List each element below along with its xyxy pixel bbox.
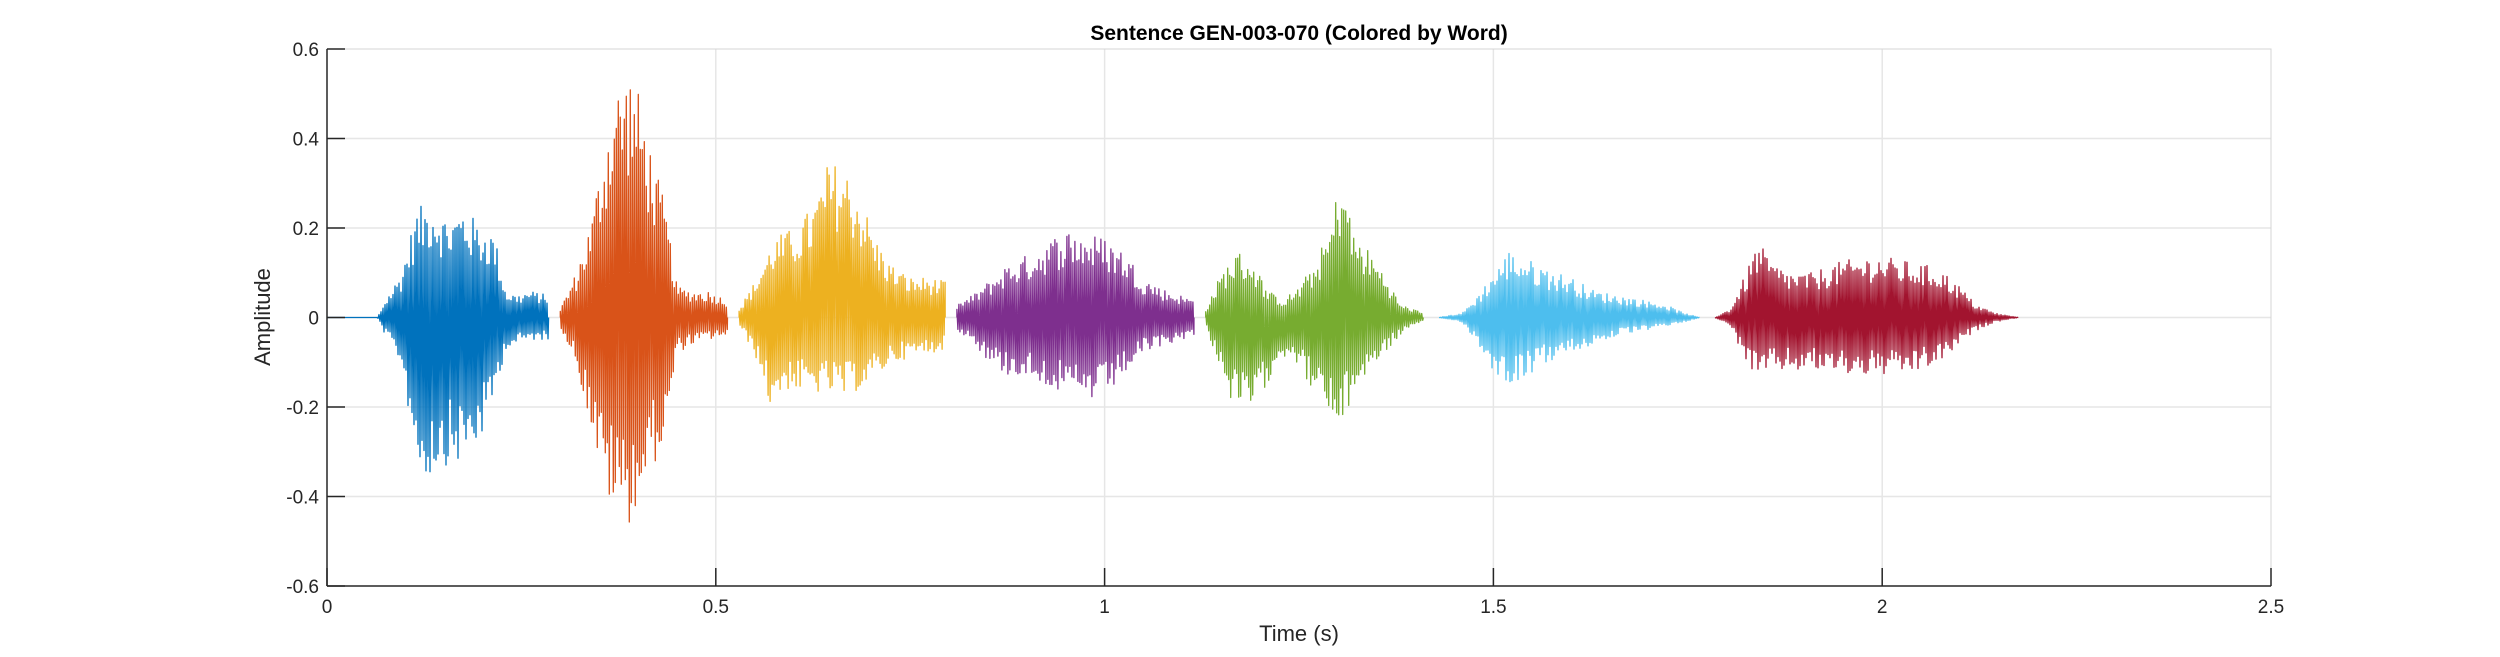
word-segment	[956, 234, 1195, 398]
waveform-line	[738, 166, 946, 403]
x-tick-label: 1.5	[1480, 597, 1506, 618]
y-tick-label: 0	[308, 309, 319, 330]
waveform-line	[956, 234, 1195, 398]
tick-labels: 0 0.5 1 1.5 2 2.5 -0.6 -0.4 -0.2 0 0.2 0.4 0.6	[286, 40, 2284, 618]
waveform-line	[1438, 252, 1700, 383]
y-tick-label: -0.4	[286, 488, 319, 509]
y-axis-label: Amplitude	[250, 268, 275, 366]
waveform-line	[1714, 248, 2019, 375]
word-segment	[327, 205, 550, 473]
x-tick-label: 2.5	[2258, 597, 2284, 618]
word-segment	[1438, 252, 1700, 383]
x-axis-label: Time (s)	[1259, 621, 1339, 646]
axes	[326, 48, 2272, 587]
y-tick-label: 0.2	[293, 219, 319, 240]
waveform-line	[327, 205, 550, 473]
word-segment	[559, 89, 729, 523]
x-tick-label: 1	[1099, 597, 1110, 618]
x-tick-label: 0	[322, 597, 333, 618]
waveform-series	[327, 89, 2019, 523]
x-tick-label: 2	[1877, 597, 1888, 618]
word-segment	[1205, 201, 1425, 416]
y-tick-label: -0.6	[286, 577, 319, 598]
chart-title: Sentence GEN-003-070 (Colored by Word)	[1090, 22, 1507, 45]
y-tick-label: -0.2	[286, 398, 319, 419]
word-segment	[1714, 248, 2019, 375]
y-tick-label: 0.6	[293, 40, 319, 61]
waveform-line	[559, 89, 729, 523]
y-tick-label: 0.4	[293, 130, 320, 151]
word-segment	[738, 166, 946, 403]
waveform-line	[1205, 201, 1425, 416]
x-tick-label: 0.5	[703, 597, 729, 618]
